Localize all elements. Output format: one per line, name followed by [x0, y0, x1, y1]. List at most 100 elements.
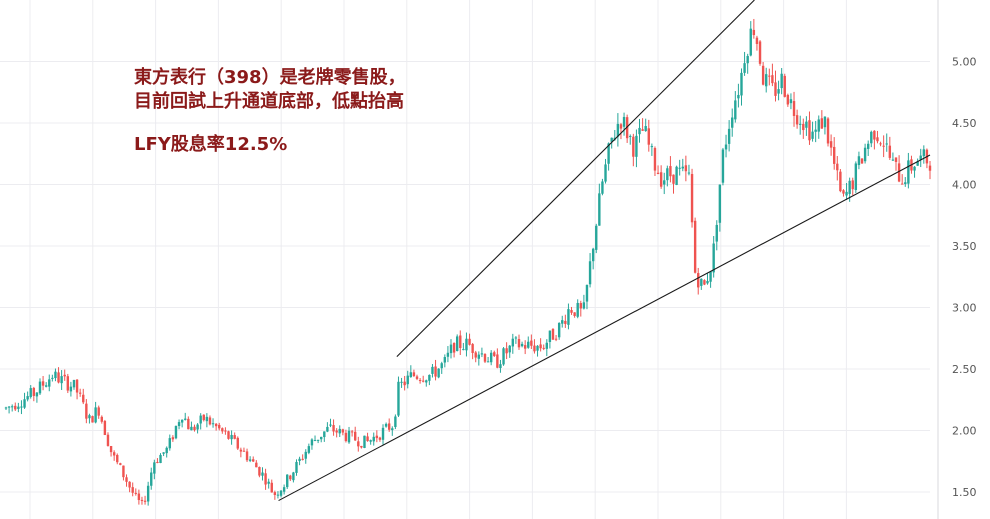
candle-body — [520, 343, 524, 347]
candle-body — [922, 149, 926, 157]
candle-body — [437, 368, 440, 378]
candle-body — [51, 377, 54, 379]
candle-body — [440, 363, 443, 369]
candle-body — [496, 354, 499, 368]
candle-body — [295, 461, 298, 473]
candle-body — [502, 348, 505, 365]
candle-body — [255, 462, 258, 468]
candle-body — [400, 381, 403, 383]
candle-body — [403, 381, 406, 386]
candle-body — [709, 271, 712, 282]
candle-body — [66, 376, 70, 391]
candle-body — [415, 376, 419, 379]
candle-body — [551, 329, 555, 340]
candle-body — [616, 123, 620, 137]
candle-body — [205, 416, 209, 422]
candle-body — [57, 372, 60, 383]
candle-body — [434, 366, 437, 377]
candle-body — [579, 303, 582, 309]
candle-body — [301, 458, 304, 460]
candle-body — [641, 129, 644, 131]
candle-body — [32, 387, 36, 396]
candle-body — [802, 123, 805, 131]
candle-body — [323, 431, 326, 438]
candle-body — [675, 166, 678, 185]
candle-body — [162, 452, 165, 454]
candle-body — [561, 320, 564, 324]
y-tick-label: 1.50 — [952, 486, 977, 499]
candle-body — [826, 118, 830, 144]
candle-body — [703, 280, 706, 285]
candle-body — [190, 426, 193, 431]
candle-body — [848, 180, 851, 194]
candle-body — [409, 372, 413, 378]
candle-body — [870, 131, 873, 144]
candle-body — [119, 463, 122, 465]
candle-body — [761, 65, 765, 85]
candle-body — [35, 392, 39, 397]
candle-body — [601, 181, 604, 194]
candle-body — [480, 353, 484, 355]
candle-body — [638, 127, 641, 135]
candle-body — [418, 379, 422, 381]
candle-body — [721, 149, 725, 183]
candle-body — [82, 394, 85, 403]
candlestick-series — [4, 18, 932, 506]
candle-body — [174, 425, 178, 439]
price-axis: 1.50 2.00 2.50 3.00 3.50 4.00 4.50 5.00 — [952, 55, 977, 498]
candle-body — [106, 434, 110, 446]
candle-body — [737, 94, 740, 99]
candle-body — [474, 352, 477, 358]
trendline — [278, 154, 931, 502]
candle-body — [48, 379, 51, 387]
candle-body — [276, 494, 280, 496]
candle-body — [842, 190, 845, 194]
candle-body — [712, 243, 715, 273]
candle-body — [681, 166, 684, 169]
candle-body — [459, 335, 462, 348]
annotation-line-1: 東方表行（398）是老牌零售股， — [134, 67, 406, 88]
candle-body — [851, 180, 854, 190]
candle-body — [103, 420, 107, 436]
candle-body — [23, 399, 26, 408]
candle-body — [604, 164, 607, 182]
candle-body — [514, 337, 518, 339]
candle-body — [715, 224, 718, 242]
candle-body — [366, 436, 369, 442]
candle-body — [125, 477, 128, 482]
candle-body — [279, 490, 283, 496]
candle-body — [193, 426, 196, 431]
candle-body — [607, 143, 610, 164]
candle-body — [789, 99, 793, 104]
candle-body — [471, 344, 474, 353]
candle-body — [743, 63, 746, 73]
candle-body — [381, 427, 385, 440]
candle-body — [530, 340, 533, 346]
candle-body — [780, 73, 783, 89]
candle-body — [267, 481, 270, 484]
candle-body — [610, 137, 613, 142]
candle-body — [387, 423, 391, 430]
candle-body — [282, 487, 286, 492]
candle-body — [808, 120, 811, 141]
candle-body — [542, 347, 545, 349]
candle-body — [258, 466, 261, 476]
candle-body — [143, 500, 147, 502]
candle-body — [907, 160, 910, 184]
candle-body — [449, 344, 453, 354]
candle-body — [304, 451, 307, 459]
candle-body — [122, 465, 125, 478]
candle-body — [360, 445, 363, 448]
candle-body — [814, 129, 817, 132]
candle-body — [168, 438, 171, 449]
candle-body — [17, 406, 20, 409]
candle-body — [644, 126, 647, 132]
candle-body — [477, 354, 481, 359]
candle-body — [372, 436, 375, 442]
candle-body — [307, 446, 311, 453]
candle-body — [545, 342, 549, 349]
candle-body — [10, 406, 14, 408]
candle-body — [632, 136, 635, 157]
candle-body — [836, 163, 839, 171]
y-tick-label: 3.50 — [952, 240, 977, 253]
